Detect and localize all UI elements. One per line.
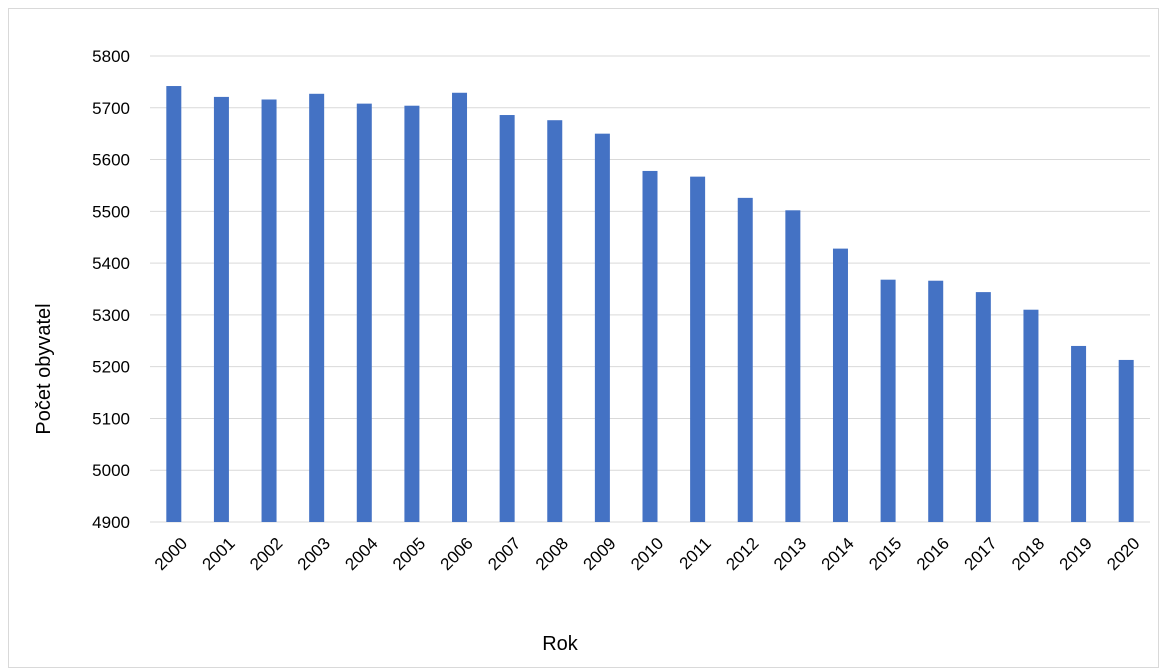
x-tick-label: 2014 — [818, 534, 858, 574]
x-tick-label: 2015 — [865, 534, 905, 574]
x-tick-label: 2009 — [580, 534, 620, 574]
bar-2011 — [690, 176, 706, 523]
bar-2004 — [356, 103, 372, 522]
y-tick-label: 5800 — [92, 47, 130, 66]
bar-2019 — [1071, 345, 1087, 522]
y-tick-label: 5300 — [92, 306, 130, 325]
x-axis-title: Rok — [542, 633, 579, 655]
x-tick-label: 2005 — [389, 534, 429, 574]
x-tick-label: 2007 — [484, 534, 524, 574]
x-tick-label: 2019 — [1056, 534, 1096, 574]
y-tick-label: 5400 — [92, 254, 130, 273]
x-tick-label: 2017 — [960, 534, 1000, 574]
y-tick-label: 5200 — [92, 358, 130, 377]
x-tick-label: 2000 — [151, 534, 191, 574]
y-tick-labels: 4900 5000 5100 5200 5300 5400 5500 5600 5700 5800 — [92, 47, 130, 532]
chart-frame — [8, 8, 1159, 668]
x-tick-label: 2018 — [1008, 534, 1048, 574]
x-tick-labels: 2000 2001 2002 2003 2004 2005 2006 2007 2008 2009… — [151, 534, 1144, 574]
bar-2012 — [737, 197, 753, 523]
x-tick-label: 2003 — [294, 534, 334, 574]
y-axis-title: Počet obyvatel — [33, 303, 55, 434]
x-tick-label: 2008 — [532, 534, 572, 574]
y-tick-label: 5600 — [92, 151, 130, 170]
bar-2010 — [642, 170, 658, 523]
bar-2005 — [404, 105, 420, 522]
x-tick-label: 2020 — [1103, 534, 1143, 574]
bar-2015 — [880, 279, 896, 522]
bar-2007 — [499, 115, 515, 522]
bar-2006 — [452, 92, 468, 523]
bars — [166, 86, 1134, 523]
bar-2020 — [1118, 359, 1134, 522]
x-tick-label: 2002 — [246, 534, 286, 574]
bar-2013 — [785, 210, 801, 522]
x-tick-label: 2006 — [437, 534, 477, 574]
x-tick-label: 2011 — [676, 534, 715, 573]
y-tick-label: 5100 — [92, 409, 130, 428]
y-tick-label: 4900 — [92, 513, 130, 532]
x-tick-label: 2012 — [722, 534, 762, 574]
bar-2016 — [928, 280, 944, 522]
bar-2000 — [166, 86, 182, 522]
y-tick-label: 5500 — [92, 202, 130, 221]
bar-2014 — [832, 248, 848, 522]
bar-2002 — [261, 99, 277, 522]
x-tick-label: 2013 — [770, 534, 810, 574]
x-tick-label: 2001 — [199, 534, 239, 574]
x-tick-label: 2016 — [913, 534, 953, 574]
bar-2009 — [594, 133, 610, 522]
bar-2003 — [309, 93, 325, 522]
x-tick-label: 2004 — [341, 534, 381, 574]
bar-2001 — [213, 96, 229, 522]
x-tick-label: 2010 — [627, 534, 667, 574]
y-tick-label: 5000 — [92, 461, 130, 480]
bar-2008 — [547, 120, 563, 523]
bar-2017 — [975, 292, 991, 522]
y-tick-label: 5700 — [92, 99, 130, 118]
bar-2018 — [1023, 309, 1039, 522]
